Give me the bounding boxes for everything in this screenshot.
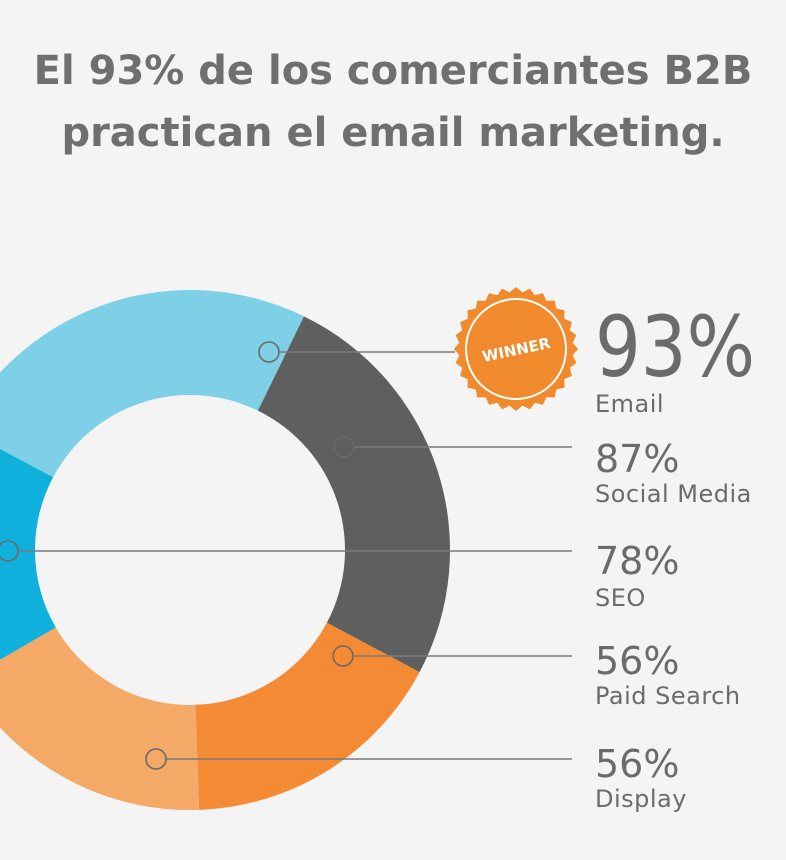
value-label-paid-search: 56% (595, 639, 679, 683)
donut-slice-seo (0, 448, 56, 660)
page-title: El 93% de los comerciantes B2B practican… (0, 40, 786, 164)
connector-marker-social-media (333, 436, 355, 458)
title-line-2: practican el email marketing. (61, 110, 725, 156)
connector-marker-seo (0, 540, 19, 562)
category-label-email: Email (595, 390, 664, 418)
winner-seal-icon (454, 287, 578, 411)
value-label-social-media: 87% (595, 437, 679, 481)
value-label-seo: 78% (595, 539, 679, 583)
connector-marker-display (145, 748, 167, 770)
donut-slice-social-media (257, 316, 450, 673)
donut-slices (0, 290, 450, 810)
winner-seal-ring (465, 298, 567, 400)
connector-marker-paid-search (332, 645, 354, 667)
donut-slice-email (0, 290, 304, 478)
connector-lines (0, 341, 572, 770)
connector-marker-email (258, 341, 280, 363)
winner-badge: WINNER (454, 287, 578, 411)
value-label-display: 56% (595, 742, 679, 786)
donut-slice-paid-search (195, 622, 420, 810)
value-label-email: 93% (595, 298, 755, 396)
donut-slice-display (0, 627, 200, 810)
title-line-1: El 93% de los comerciantes B2B (33, 48, 753, 94)
category-label-display: Display (595, 785, 687, 813)
category-label-social-media: Social Media (595, 480, 752, 508)
category-label-seo: SEO (595, 584, 646, 612)
category-label-paid-search: Paid Search (595, 682, 741, 710)
